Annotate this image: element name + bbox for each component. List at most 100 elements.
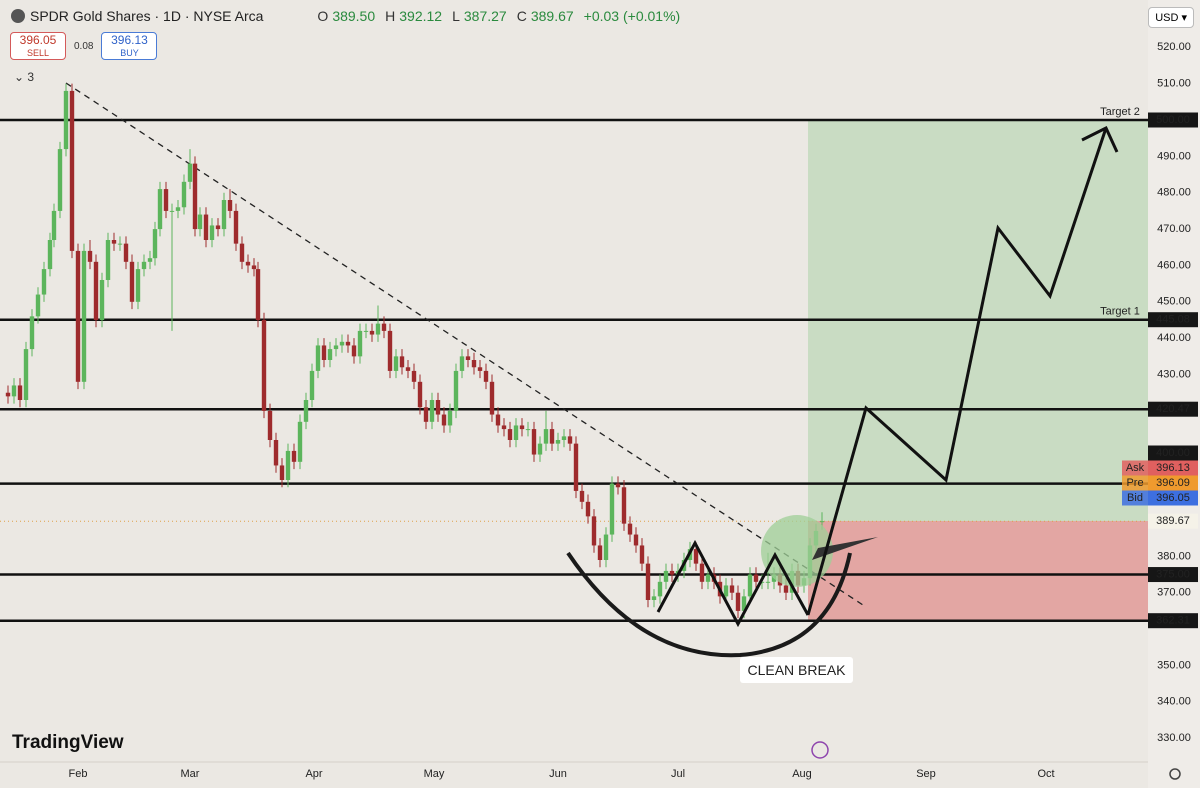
candle-body xyxy=(297,421,303,462)
alert-icon[interactable] xyxy=(811,741,829,759)
candle-body xyxy=(11,385,17,397)
candle-body xyxy=(273,440,279,466)
candle-body xyxy=(75,250,81,382)
projection-path xyxy=(806,127,1108,616)
brand: TradingView xyxy=(12,732,124,753)
tag-name-box xyxy=(1122,460,1148,476)
candle-body xyxy=(549,429,555,444)
price-box xyxy=(1148,513,1198,529)
tag-name-box xyxy=(1122,490,1148,506)
candle-body xyxy=(693,549,699,564)
x-tick-label: Apr xyxy=(305,768,322,780)
candle-body xyxy=(315,345,321,371)
ohlc-value: 389.50 xyxy=(332,8,376,24)
price-box-label: 362.31 xyxy=(1156,615,1190,627)
buy-label: BUY xyxy=(120,48,139,58)
change: +0.03 (+0.01%) xyxy=(583,8,681,24)
candle-body xyxy=(327,349,333,360)
candle-body xyxy=(261,320,267,411)
candle-body xyxy=(663,570,669,582)
sell-price: 396.05 xyxy=(19,33,57,47)
candle-body xyxy=(81,250,87,382)
candle-body xyxy=(123,243,129,262)
y-tick-label: 430.00 xyxy=(1157,368,1191,380)
candle-body xyxy=(627,523,633,535)
settings-icon[interactable] xyxy=(1169,768,1181,780)
candle-body xyxy=(699,563,705,582)
level-annotation: Target 2 xyxy=(1100,106,1140,118)
candle-body xyxy=(555,440,561,444)
candle-body xyxy=(513,425,519,440)
trend-line xyxy=(65,82,867,608)
x-tick-label: Sep xyxy=(916,768,936,780)
y-tick-label: 460.00 xyxy=(1157,259,1191,271)
callout: CLEAN BREAK xyxy=(740,657,853,683)
candle-body xyxy=(333,345,339,350)
candle-body xyxy=(447,410,453,426)
currency-select[interactable]: USD ▾ xyxy=(1148,7,1194,28)
x-tick-label: Oct xyxy=(1037,768,1054,780)
y-tick-label: 340.00 xyxy=(1157,696,1191,708)
buy-button[interactable]: 396.13 BUY xyxy=(101,32,158,60)
symbol-header: SPDR Gold Shares · 1D · NYSE Arca O 389.5… xyxy=(10,8,686,24)
indicator-count: 3 xyxy=(27,70,35,84)
candle-body xyxy=(181,181,187,208)
candle-body xyxy=(135,269,141,302)
tag-name: Pre xyxy=(1126,477,1143,489)
candle-body xyxy=(279,465,285,480)
tag-name-box xyxy=(1122,475,1148,491)
candle-body xyxy=(429,400,435,422)
candle-body xyxy=(591,516,597,546)
candle-body xyxy=(783,585,789,593)
candle-body xyxy=(129,261,135,302)
candle-body xyxy=(339,341,345,346)
candle-body xyxy=(57,149,63,211)
price-box-label: 396.13 xyxy=(1156,462,1190,474)
x-tick-label: Aug xyxy=(792,768,812,780)
pointer-arrow xyxy=(812,537,878,560)
x-tick-label: May xyxy=(424,768,445,780)
level-annotation: Target 1 xyxy=(1100,306,1140,318)
candle-body xyxy=(597,545,603,560)
candle-body xyxy=(63,90,69,150)
y-tick-label: 490.00 xyxy=(1157,150,1191,162)
spread: 0.08 xyxy=(74,40,94,52)
symbol-logo xyxy=(11,9,25,23)
candle-body xyxy=(357,330,363,357)
candle-body xyxy=(233,210,239,244)
candle-body xyxy=(747,574,753,597)
x-tick-label: Feb xyxy=(69,768,88,780)
sell-button[interactable]: 396.05 SELL xyxy=(10,32,66,60)
candle-body xyxy=(819,521,825,523)
candle-body xyxy=(459,356,465,371)
candle-body xyxy=(192,163,198,230)
buy-price: 396.13 xyxy=(111,33,148,47)
candle-body xyxy=(363,330,369,332)
candle-body xyxy=(111,240,117,244)
candle-body xyxy=(23,349,29,400)
candle-body xyxy=(723,585,729,597)
y-tick-label: 330.00 xyxy=(1157,732,1191,744)
projection-arrowhead xyxy=(1081,125,1119,153)
candle-body xyxy=(141,261,147,270)
candle-body xyxy=(621,487,627,524)
candle-body xyxy=(251,265,257,270)
y-tick-label: 370.00 xyxy=(1157,587,1191,599)
candle-body xyxy=(603,534,609,560)
candle-body xyxy=(175,207,181,211)
indicator-toggle[interactable]: ⌄ 3 xyxy=(14,70,35,84)
ohlc-value: 389.67 xyxy=(530,8,574,24)
trade-panel: 396.05 SELL 0.08 396.13 BUY xyxy=(10,32,158,60)
ohlc-key: C xyxy=(516,8,527,24)
candle-body xyxy=(423,407,429,422)
candle-body xyxy=(765,581,771,583)
y-tick-label: 480.00 xyxy=(1157,187,1191,199)
candle-body xyxy=(453,370,459,411)
candle-body xyxy=(345,341,351,346)
candle-body xyxy=(41,269,47,295)
price-box xyxy=(1148,312,1198,328)
candle-body xyxy=(669,570,675,575)
candle-body xyxy=(531,429,537,455)
y-tick-label: 470.00 xyxy=(1157,223,1191,235)
